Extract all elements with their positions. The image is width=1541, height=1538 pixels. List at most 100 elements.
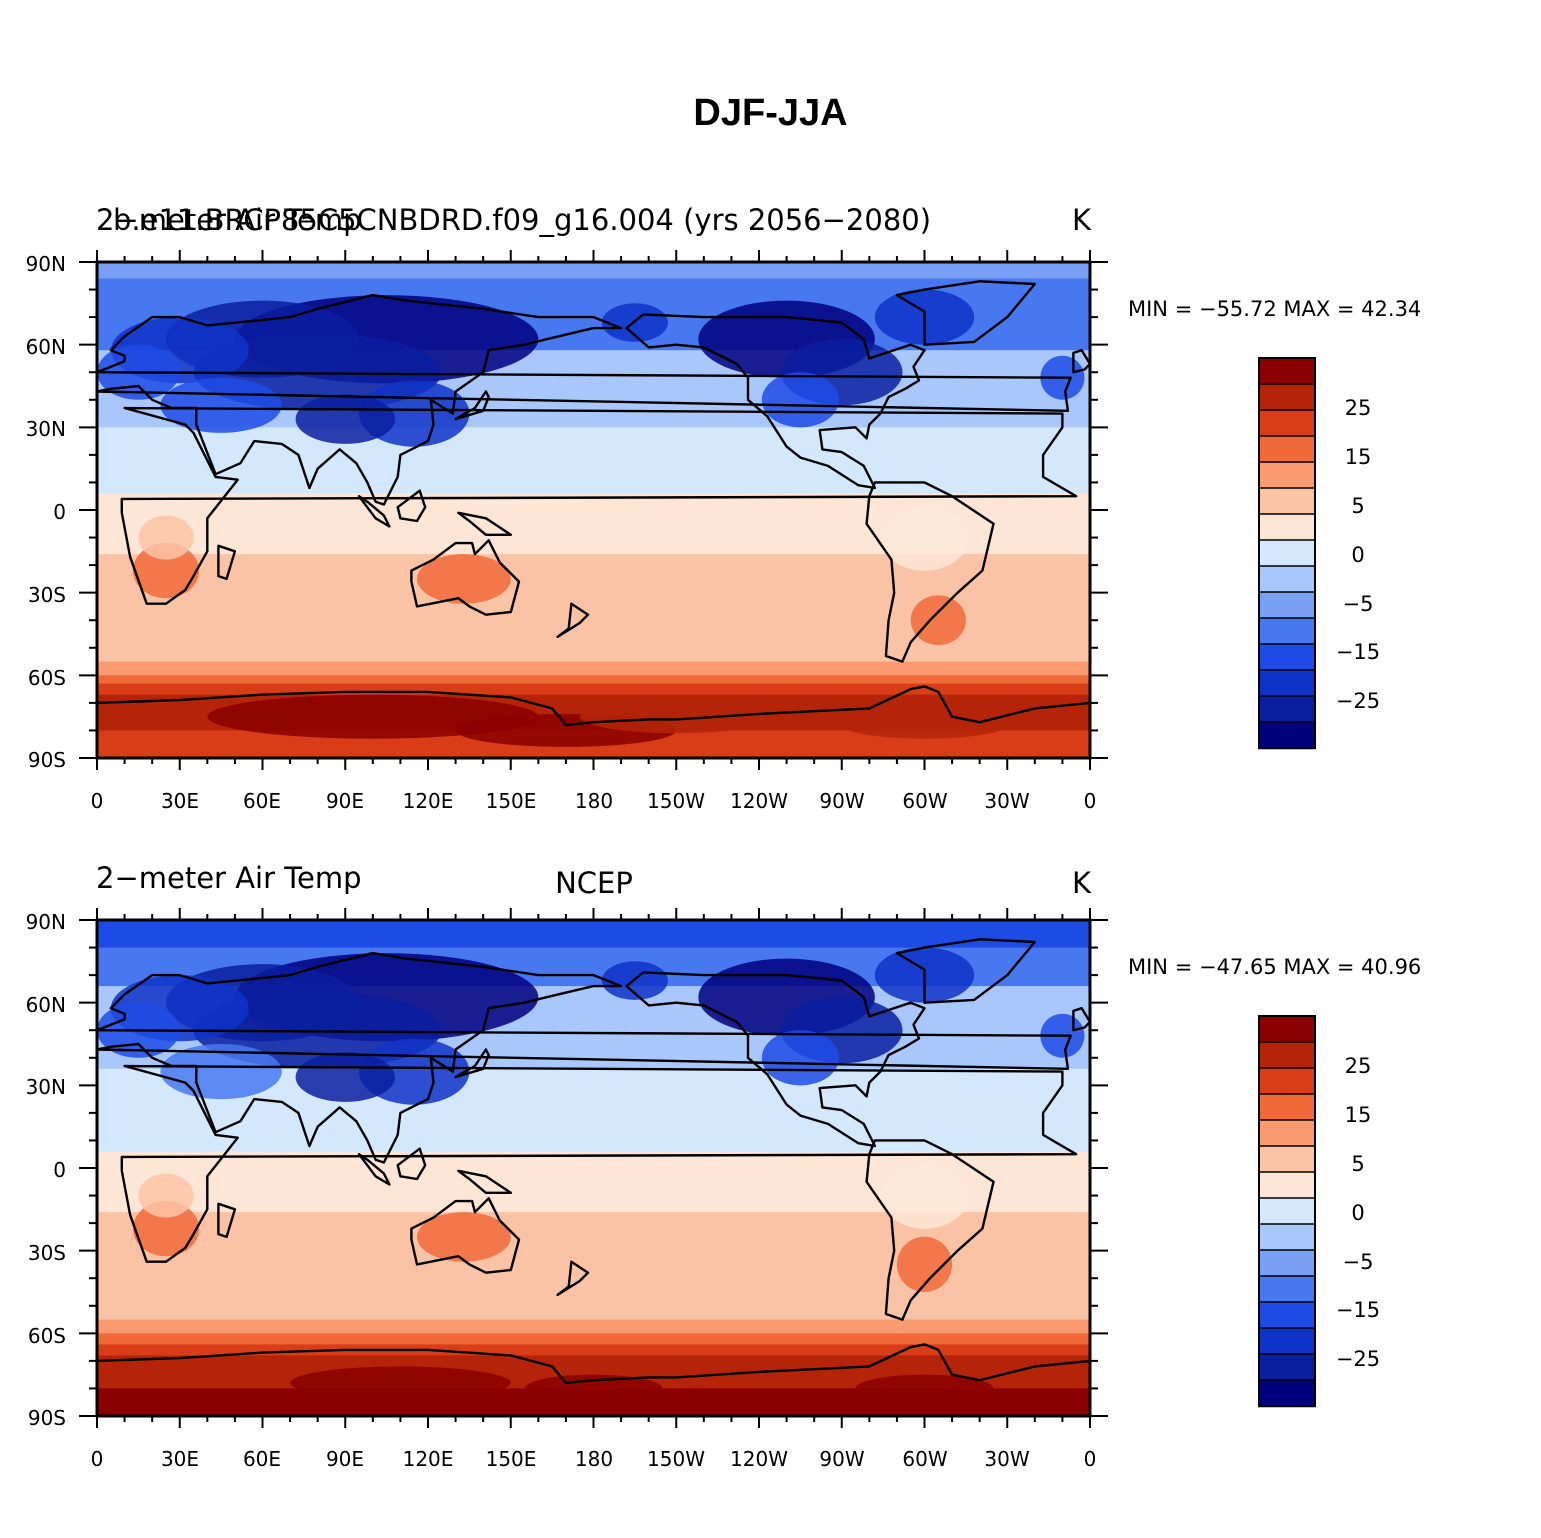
temperature-anomaly-region [524,1374,663,1403]
coastline [410,1197,521,1274]
colorbar-swatch [1258,591,1316,620]
temperature-field [97,262,1090,758]
colorbar-label: −15 [1336,640,1380,664]
colorbar-swatch [1258,617,1316,646]
temperature-anomaly-region [295,1052,395,1102]
coastline [120,1064,1078,1263]
colorbar-swatch [1258,1275,1316,1304]
colorbar-label: 25 [1345,396,1372,420]
panel-units: K [1072,203,1092,237]
lon-label: 150E [486,789,537,813]
colorbar-swatch [1258,1041,1316,1070]
coastline [396,489,427,523]
temperature-anomaly-region [880,504,969,571]
colorbar-label: −5 [1343,592,1374,616]
colorbar-label: 0 [1351,543,1364,567]
temperature-anomaly-region [855,1374,994,1403]
colorbar-swatch [1258,461,1316,490]
coastline [625,971,926,1148]
map-ticks [79,250,1108,770]
temperature-anomaly-region [295,394,395,444]
temperature-band [97,1344,1090,1356]
lat-label-30s: 30S [28,1241,66,1265]
colorbar-swatch [1258,1353,1316,1382]
colorbar-swatch [1258,695,1316,724]
temperature-anomaly-region [841,711,1008,739]
coastline [410,539,521,616]
lat-label-0: 0 [53,1158,66,1182]
colorbar-swatch [1258,357,1316,386]
coastline [97,951,1072,1164]
map-ticks [79,908,1108,1428]
temperature-field [97,920,1090,1416]
colorbar-swatch [1258,1171,1316,1200]
lat-label-30n: 30N [26,417,66,441]
lon-label: 90E [326,1447,364,1471]
colorbar-frame [1258,1015,1316,1407]
colorbar-swatch [1258,1093,1316,1122]
temperature-anomaly-region [417,554,511,604]
colorbar-swatch [1258,487,1316,516]
lat-label-90n: 90N [26,252,66,276]
lat-label-30s: 30S [28,583,66,607]
temperature-anomaly-region [910,595,966,645]
colorbar-swatch [1258,643,1316,672]
colorbar-swatch [1258,435,1316,464]
lat-label-60s: 60S [28,1324,66,1348]
lon-label: 30E [161,1447,199,1471]
temperature-anomaly-region [160,377,282,433]
temperature-band [97,1333,1090,1345]
lon-label: 150W [647,789,705,813]
colorbar-swatch [1258,513,1316,542]
temperature-band [97,683,1090,696]
colorbar-frame [1258,357,1316,749]
colorbar [1258,357,1316,750]
colorbar-labels: 25 15 5 0 −5 −15 −25 [1336,1054,1380,1371]
lon-label: 90W [819,1447,864,1471]
colorbar-swatch [1258,721,1316,750]
temperature-band [97,920,1090,932]
coastline [1072,1007,1090,1032]
coastline [865,481,995,663]
lat-label-30n: 30N [26,1075,66,1099]
temperature-anomaly-region [417,1212,511,1262]
lon-label: 60W [902,789,947,813]
lon-label: 60E [243,789,281,813]
temperature-anomaly-region [207,694,539,739]
coastline [556,1260,590,1297]
lon-label: 0 [91,1447,104,1471]
temperature-anomaly-region [138,515,194,560]
lon-label: 30E [161,789,199,813]
coastline [217,544,237,581]
colorbar-swatch [1258,1327,1316,1356]
min-max-stats: MIN = −47.65 MAX = 40.96 [1128,955,1421,979]
colorbar-label: −15 [1336,1298,1380,1322]
lon-label: 60E [243,1447,281,1471]
lat-axis-labels: 90N 60N 30N 0 30S 60S 90S [26,252,66,772]
coastline [454,1048,490,1079]
coastline [1072,349,1090,374]
coastline [454,390,490,421]
temperature-band [97,675,1090,685]
coastline [357,1152,391,1186]
coastline [396,1147,427,1181]
min-max-stats: MIN = −55.72 MAX = 42.34 [1128,297,1421,321]
panel-center-title: NCEP [555,866,633,900]
coastline [895,280,1037,346]
coastline [357,495,391,528]
colorbar-label: −5 [1343,1250,1374,1274]
lon-label: 120W [730,789,788,813]
colorbar-label: 15 [1345,445,1372,469]
colorbar-label: 25 [1345,1054,1372,1078]
lon-label: 90W [819,789,864,813]
lon-label: 30W [984,789,1029,813]
lat-label-60s: 60S [28,666,66,690]
coastline [457,1169,512,1195]
colorbar-swatch [1258,383,1316,412]
temperature-anomaly-region [160,1044,282,1100]
panel-left-title: 2−meter Air Temp [96,861,362,895]
colorbar-label: 5 [1351,1152,1364,1176]
temperature-anomaly-region [290,1366,511,1400]
coastline [895,938,1037,1004]
lat-label-0: 0 [53,500,66,524]
